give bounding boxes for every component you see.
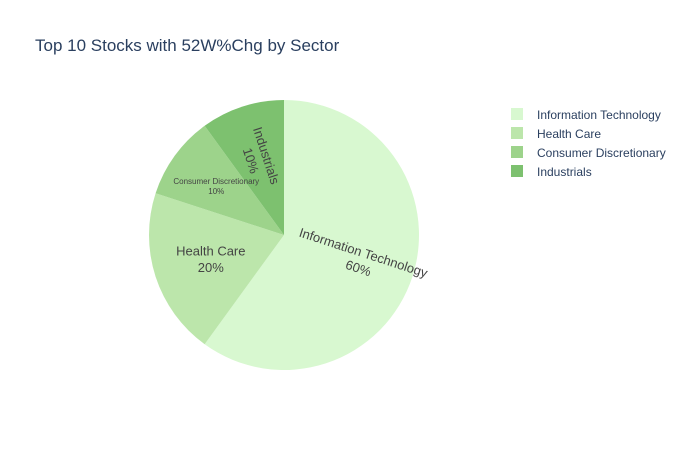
pie-slice-industrials[interactable] [204,100,284,235]
slice-label-category: Health Care [176,244,245,259]
legend-label: Information Technology [537,108,661,122]
legend-item-industrials[interactable]: Industrials [511,165,592,179]
pie-slice-information-technology[interactable] [204,100,419,370]
legend-item-information-technology[interactable]: Information Technology [511,108,661,122]
legend-swatch [511,165,523,177]
legend-label: Health Care [537,127,601,141]
pie-slices [148,100,419,370]
legend-swatch [511,146,523,158]
slice-label-percent: 10% [208,187,224,196]
slice-label-category: Consumer Discretionary [173,177,259,186]
legend: Information Technology Health Care Consume… [511,108,666,179]
slice-label-percent: 20% [198,260,224,275]
pie-slice-health-care[interactable] [148,193,284,345]
legend-swatch [511,127,523,139]
legend-swatch [511,108,523,120]
legend-label: Consumer Discretionary [537,146,666,160]
pie-slice-consumer-discretionary[interactable] [155,125,284,235]
legend-label: Industrials [537,165,592,179]
legend-item-health-care[interactable]: Health Care [511,127,601,141]
legend-item-consumer-discretionary[interactable]: Consumer Discretionary [511,146,666,160]
chart-title: Top 10 Stocks with 52W%Chg by Sector [35,36,340,55]
